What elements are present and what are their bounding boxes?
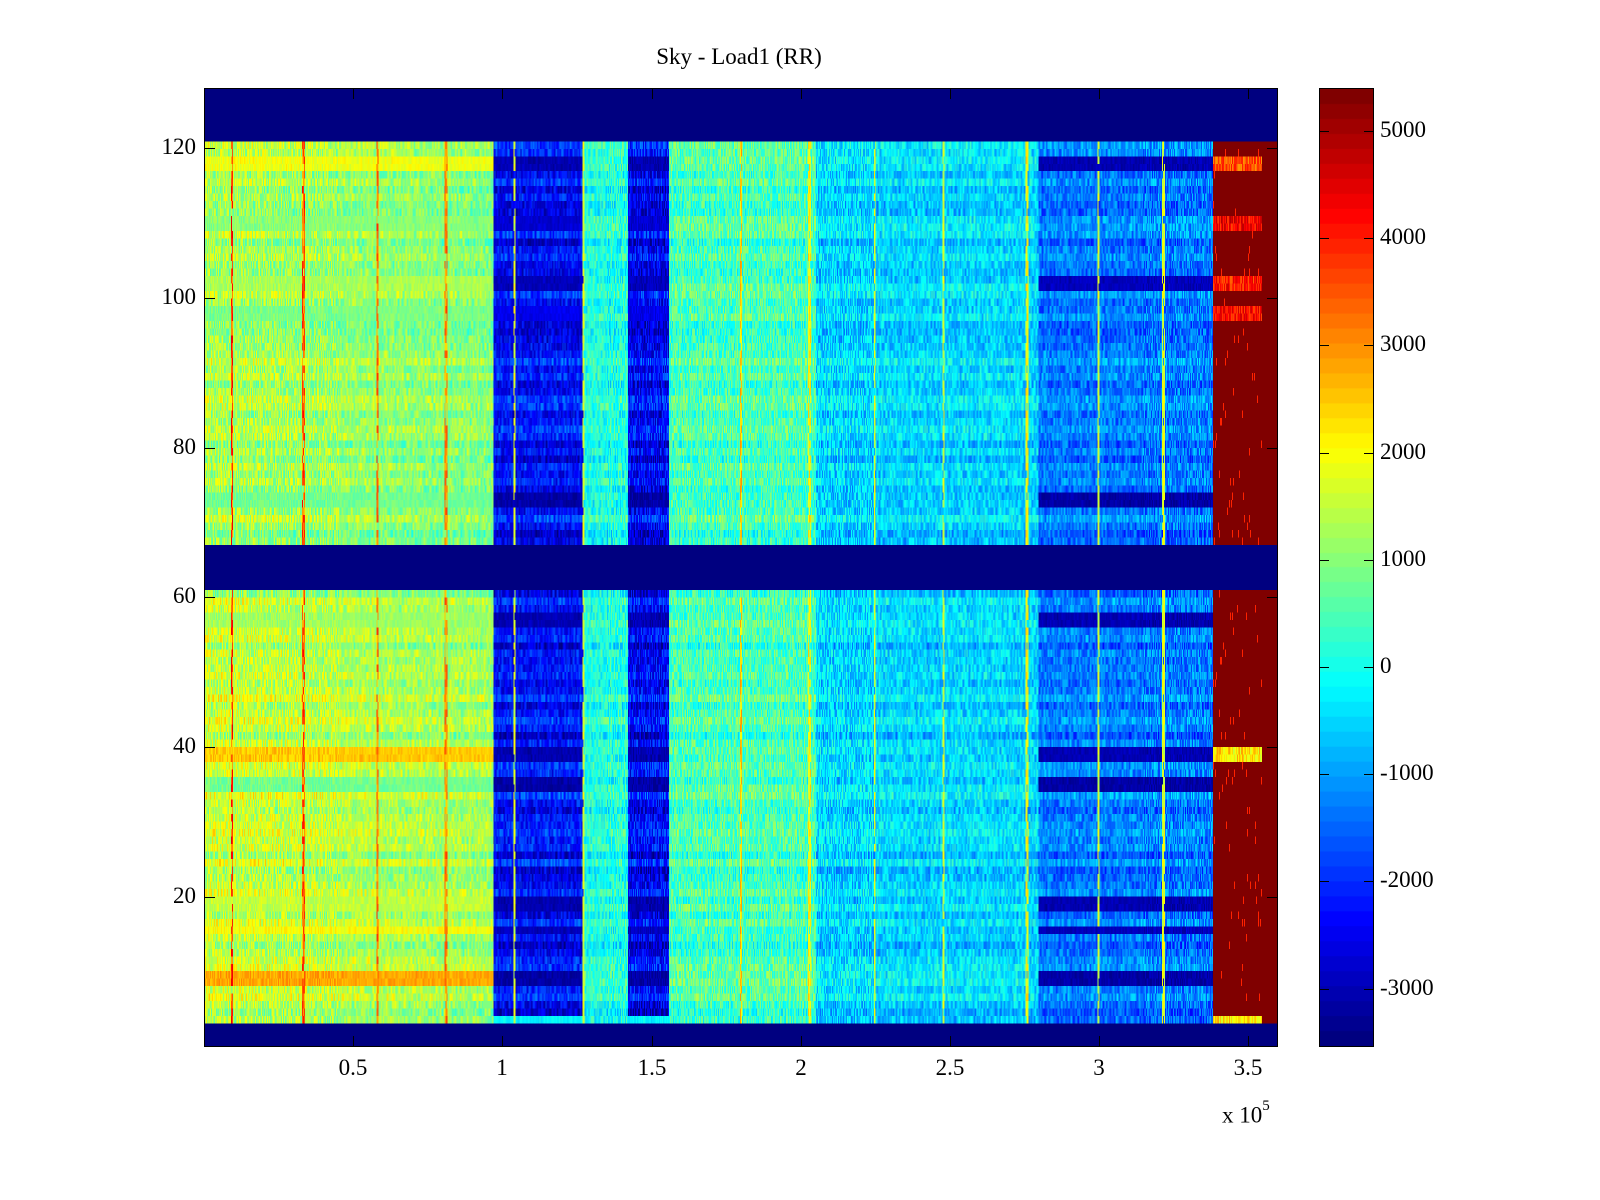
x-tick-label: 1.5 bbox=[637, 1055, 667, 1080]
x-tick-label: 2 bbox=[795, 1055, 807, 1080]
y-tick-label: 60 bbox=[173, 583, 196, 608]
colorbar-tick-label: -2000 bbox=[1380, 867, 1434, 892]
colorbar-tick-label: -1000 bbox=[1380, 760, 1434, 785]
heatmap-cells bbox=[205, 89, 1277, 1046]
colorbar-tick-label: 1000 bbox=[1380, 546, 1426, 571]
x-axis-multiplier: x 105 bbox=[1222, 1098, 1270, 1129]
x-tick-label: 3 bbox=[1093, 1055, 1105, 1080]
colorbar-tick-label: 2000 bbox=[1380, 439, 1426, 464]
x-tick-label: 1 bbox=[496, 1055, 508, 1080]
colorbar-tick-label: 3000 bbox=[1380, 331, 1426, 356]
colorbar-tick-label: -3000 bbox=[1380, 975, 1434, 1000]
y-tick-label: 120 bbox=[161, 134, 197, 159]
colorbar bbox=[1319, 88, 1374, 1047]
y-tick-label: 80 bbox=[173, 434, 196, 459]
colorbar-tick-label: 5000 bbox=[1380, 117, 1426, 142]
y-tick-label: 40 bbox=[173, 733, 196, 758]
heatmap-plot-area bbox=[204, 88, 1278, 1047]
x-multiplier-exponent: 5 bbox=[1262, 1098, 1270, 1114]
colorbar-gradient bbox=[1320, 89, 1373, 1046]
colorbar-tick-label: 4000 bbox=[1380, 224, 1426, 249]
x-tick-label: 0.5 bbox=[338, 1055, 368, 1080]
x-tick-label: 3.5 bbox=[1233, 1055, 1263, 1080]
x-multiplier-base: x 10 bbox=[1222, 1102, 1263, 1128]
y-tick-label: 100 bbox=[161, 284, 197, 309]
chart-title: Sky - Load1 (RR) bbox=[656, 44, 822, 69]
colorbar-tick-label: 0 bbox=[1380, 653, 1392, 678]
y-tick-label: 20 bbox=[173, 883, 196, 908]
x-tick-label: 2.5 bbox=[935, 1055, 965, 1080]
